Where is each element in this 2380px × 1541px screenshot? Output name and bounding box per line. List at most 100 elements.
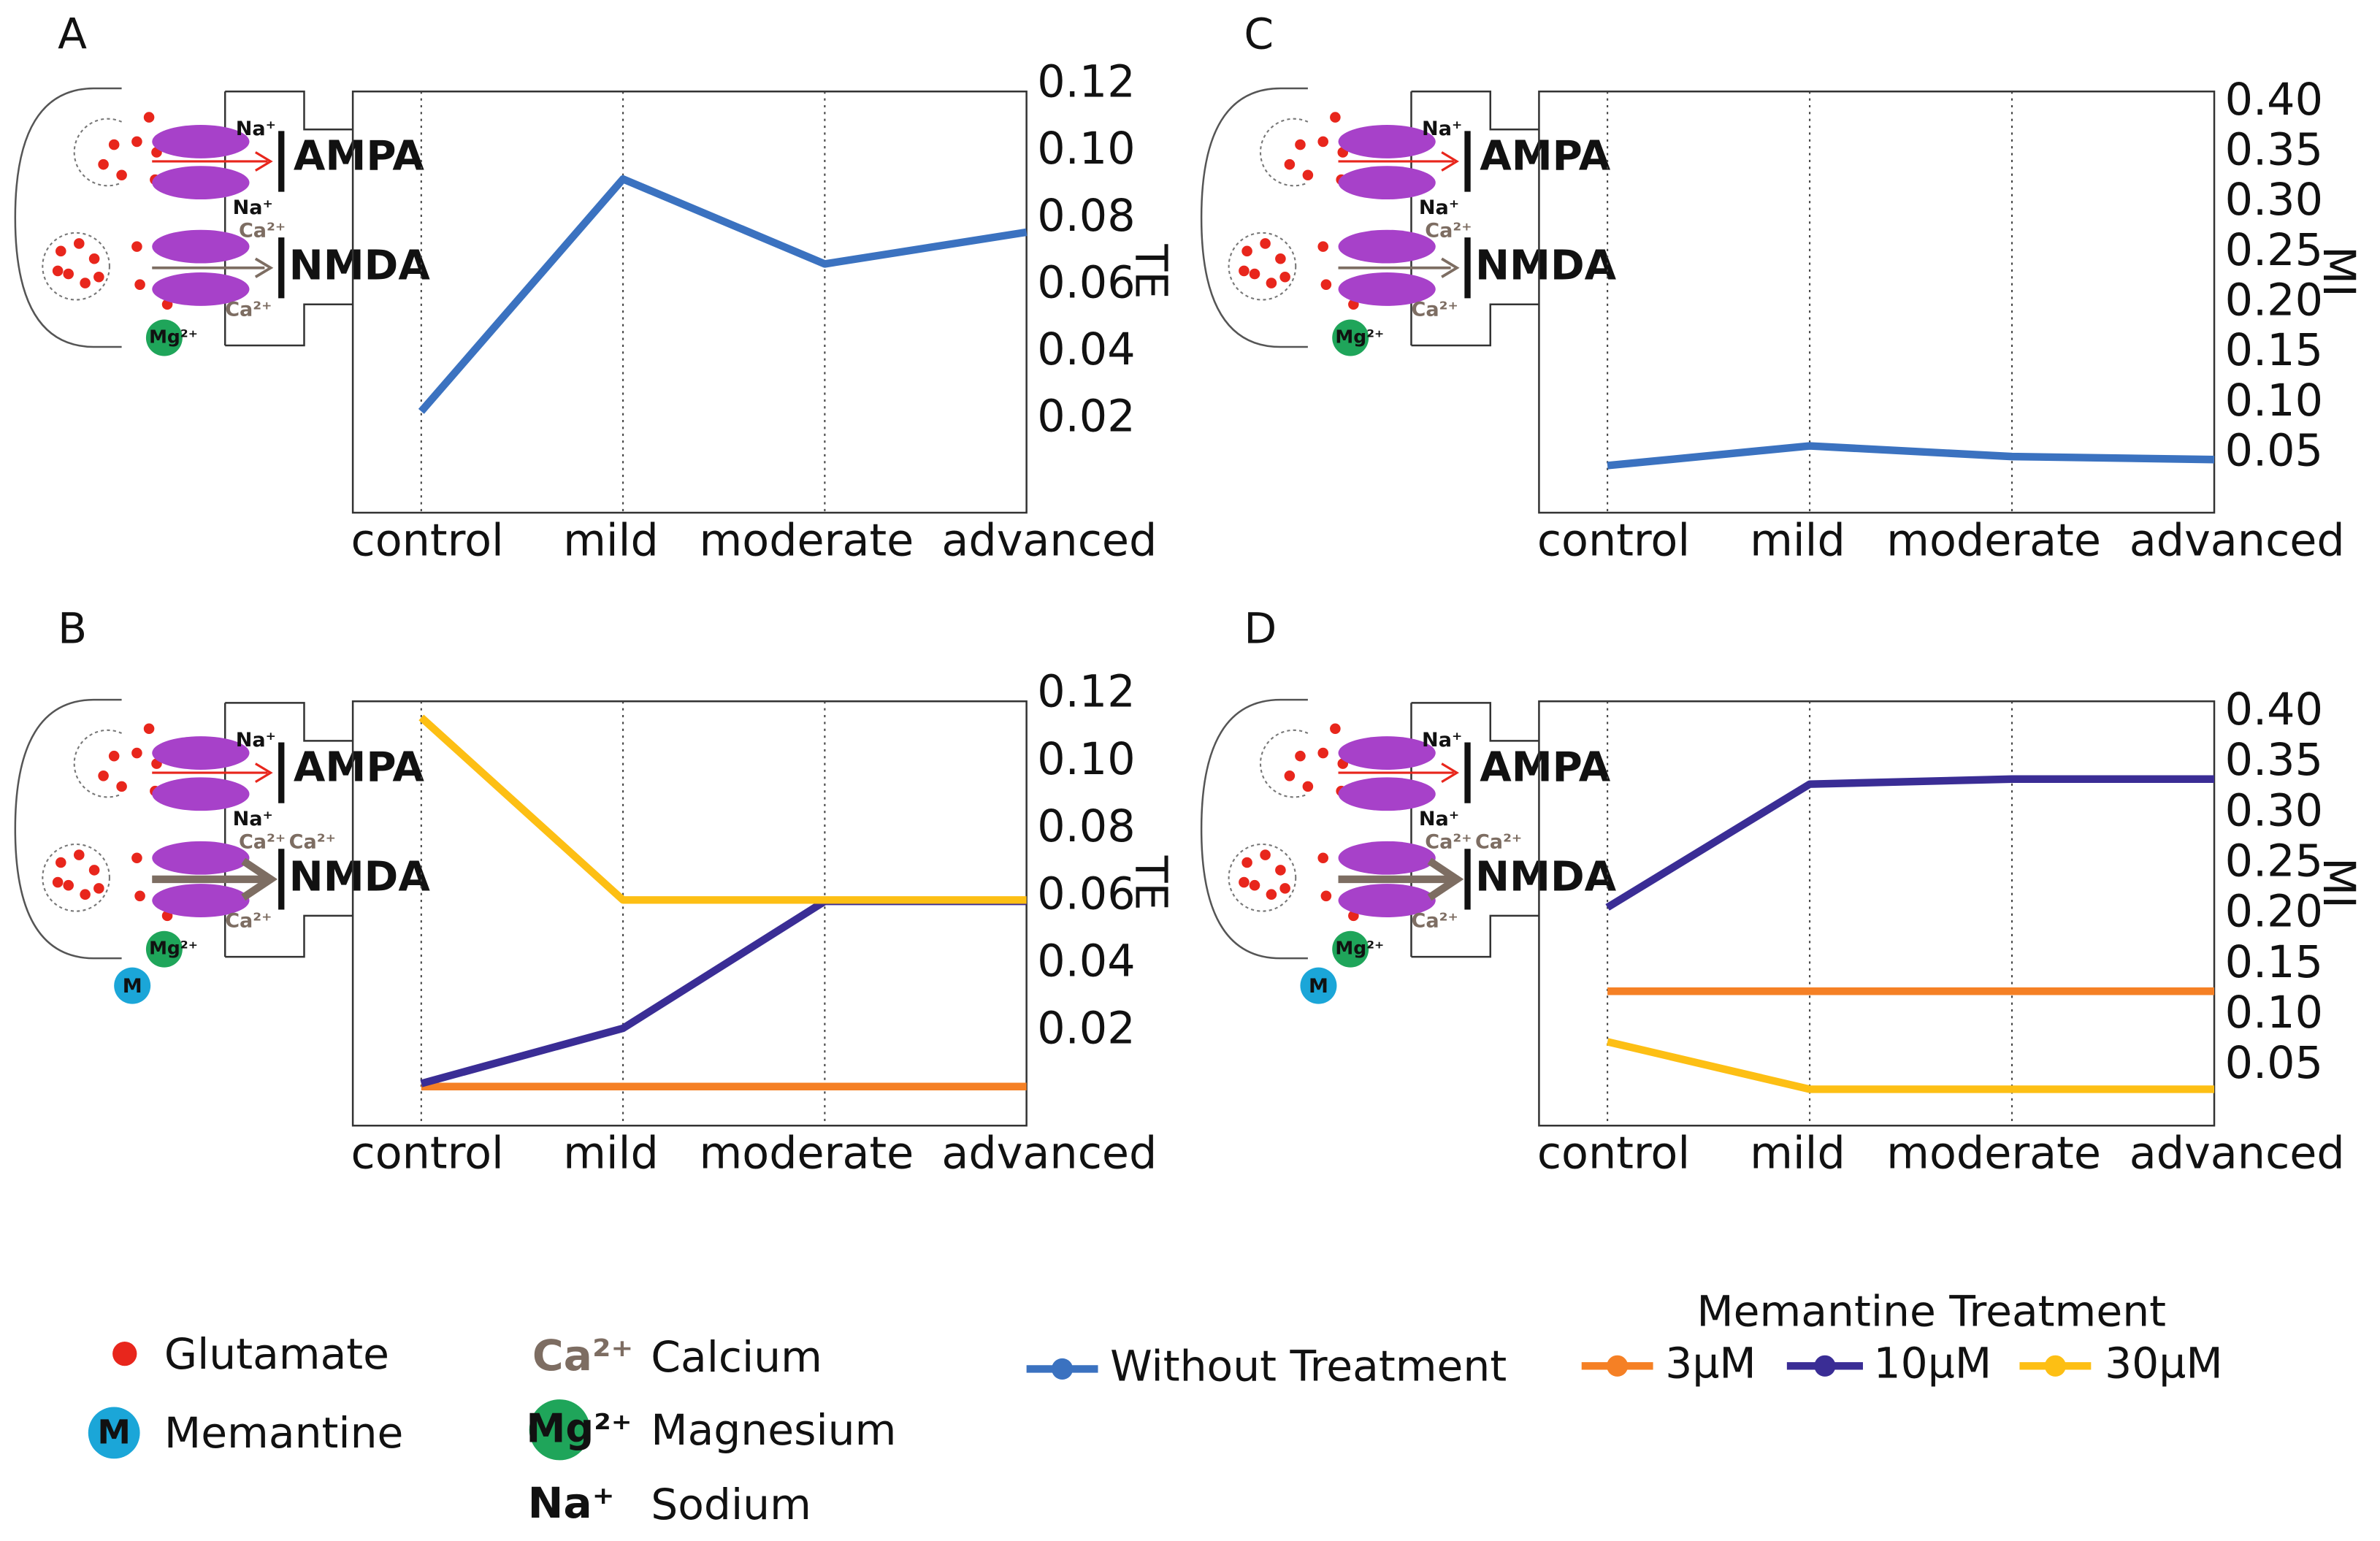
panel-letter: D xyxy=(1244,604,1277,654)
calcium-label: Ca²⁺ xyxy=(225,910,272,933)
y-tick-label: 0.05 xyxy=(2225,1038,2323,1089)
glutamate xyxy=(131,241,142,252)
x-tick-label: advanced xyxy=(941,1128,1157,1179)
legend-title: Memantine Treatment xyxy=(1696,1287,2166,1337)
panel-letter: B xyxy=(58,604,87,654)
y-tick-label: 0.30 xyxy=(2225,785,2323,836)
magnesium-key-label: Mg²⁺ xyxy=(527,1405,632,1451)
receptor xyxy=(1338,736,1436,770)
legend-text: Memantine xyxy=(164,1408,403,1458)
receptor xyxy=(152,125,250,158)
presynaptic xyxy=(14,698,122,960)
nmda-label: NMDA xyxy=(289,242,431,289)
x-tick-label: mild xyxy=(1750,1128,1845,1179)
presynaptic xyxy=(1200,698,1308,960)
receptor xyxy=(1338,777,1436,811)
calcium-label: Ca²⁺ xyxy=(1475,830,1522,853)
glutamate xyxy=(80,889,91,900)
receptor xyxy=(152,229,250,264)
magnesium xyxy=(145,930,183,968)
glutamate-key xyxy=(112,1341,137,1366)
glutamate xyxy=(1275,865,1286,876)
glutamate xyxy=(1295,139,1306,150)
plot-frame xyxy=(1538,700,2216,1127)
panel-letter: C xyxy=(1244,9,1274,58)
glutamate xyxy=(1260,238,1271,249)
glutamate xyxy=(52,265,64,277)
glutamate xyxy=(56,857,66,868)
vesicle xyxy=(1228,232,1297,301)
plot-frame xyxy=(351,90,1028,514)
y-tick-label: 0.08 xyxy=(1037,191,1135,242)
y-tick-label: 0.08 xyxy=(1037,801,1135,852)
legend-text: Glutamate xyxy=(164,1329,389,1379)
legend-entry: 10µM xyxy=(1874,1338,1992,1388)
glutamate xyxy=(1317,852,1329,864)
calcium-label: Ca²⁺ xyxy=(1425,830,1472,853)
y-tick-label: 0.25 xyxy=(2225,836,2323,887)
receptor xyxy=(152,841,250,875)
glutamate xyxy=(116,169,127,181)
glutamate xyxy=(1279,883,1290,894)
legend-dot xyxy=(1814,1355,1836,1377)
calcium-key: Ca²⁺ xyxy=(532,1331,633,1380)
sodium-label: Na⁺ xyxy=(236,729,276,752)
vesicle xyxy=(42,232,110,301)
glutamate xyxy=(93,883,104,894)
glutamate xyxy=(143,112,155,123)
glutamate xyxy=(1302,781,1314,792)
receptor xyxy=(1338,229,1436,264)
y-axis-label: TE xyxy=(1125,855,1176,911)
sodium-label: Na⁺ xyxy=(1419,196,1459,219)
legend-entry: 30µM xyxy=(2105,1338,2223,1388)
glutamate xyxy=(98,158,109,170)
y-tick-label: 0.15 xyxy=(2225,937,2323,988)
magnesium-label: Mg²⁺ xyxy=(149,938,198,959)
vesicle xyxy=(73,118,123,187)
presynaptic xyxy=(14,87,122,348)
glutamate xyxy=(1260,849,1271,860)
glutamate xyxy=(1249,268,1260,280)
sodium-key: Na⁺ xyxy=(528,1478,615,1528)
arrowhead xyxy=(1427,857,1464,901)
receptor xyxy=(1338,166,1436,200)
x-tick-label: control xyxy=(351,1128,504,1179)
glutamate xyxy=(1241,245,1252,257)
glutamate xyxy=(1241,857,1252,868)
sodium-label: Na⁺ xyxy=(236,118,276,140)
receptor xyxy=(1338,272,1436,306)
glutamate xyxy=(1317,747,1329,759)
panel-letter: A xyxy=(58,9,87,58)
glutamate xyxy=(1302,169,1314,181)
legend-dot xyxy=(1051,1358,1074,1380)
glutamate xyxy=(88,253,100,264)
y-tick-label: 0.02 xyxy=(1037,1003,1135,1055)
x-tick-label: control xyxy=(1537,515,1690,566)
x-tick-label: mild xyxy=(563,1128,659,1179)
calcium-label: Ca²⁺ xyxy=(1425,219,1472,242)
x-tick-label: moderate xyxy=(699,515,914,566)
x-tick-label: control xyxy=(351,515,504,566)
magnesium xyxy=(145,319,183,356)
vesicle xyxy=(42,843,110,912)
receptor xyxy=(152,272,250,306)
calcium-label: Ca²⁺ xyxy=(239,830,286,853)
y-tick-label: 0.10 xyxy=(1037,734,1135,785)
glutamate xyxy=(1279,271,1290,283)
memantine-key xyxy=(88,1407,140,1459)
ampa-label: AMPA xyxy=(294,132,424,180)
arrowhead xyxy=(1441,762,1460,783)
receptor xyxy=(152,736,250,770)
y-axis-label: MI xyxy=(2313,246,2364,297)
ampa-label: AMPA xyxy=(1480,744,1610,792)
receptor xyxy=(1338,125,1436,158)
y-tick-label: 0.06 xyxy=(1037,868,1135,919)
glutamate xyxy=(1266,278,1277,288)
receptor xyxy=(1338,884,1436,917)
arrowhead xyxy=(241,857,278,901)
y-tick-label: 0.02 xyxy=(1037,391,1135,442)
